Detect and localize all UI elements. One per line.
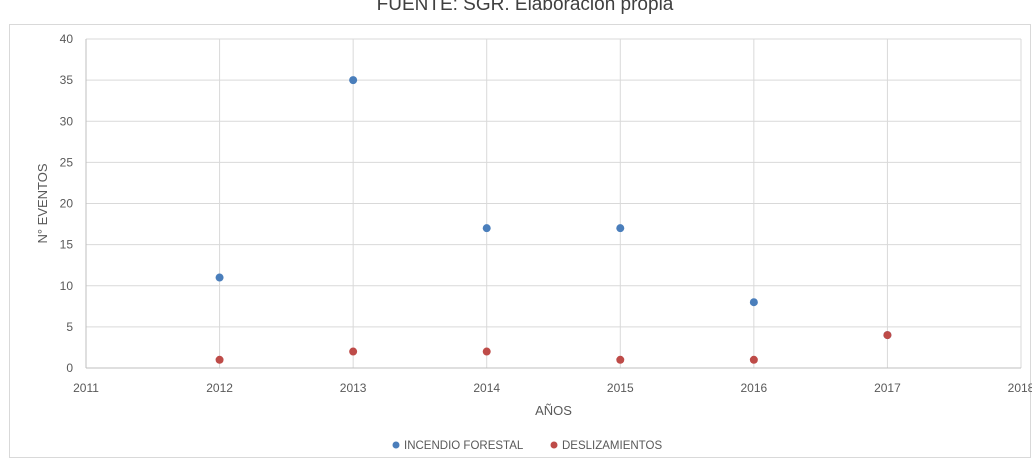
y-axis-title: N° EVENTOS — [35, 163, 50, 243]
x-tick-label: 2017 — [874, 381, 901, 395]
legend: INCENDIO FORESTAL DESLIZAMIENTOS — [392, 440, 662, 452]
tick-labels: 0 5 10 15 20 25 30 35 40 2011 2012 2013 2014 2015 2016… — [60, 32, 1032, 395]
x-axis-title: AÑOS — [535, 403, 572, 418]
y-tick-label: 30 — [60, 114, 74, 128]
data-point-deslizamientos — [482, 347, 491, 356]
x-tick-label: 2016 — [741, 381, 768, 395]
data-point-deslizamientos — [215, 355, 224, 364]
legend-label-deslizamientos: DESLIZAMIENTOS — [562, 440, 662, 452]
data-point-incendio-forestal — [616, 224, 625, 233]
data-point-incendio-forestal — [482, 224, 491, 233]
x-tick-label: 2015 — [607, 381, 634, 395]
y-tick-label: 20 — [60, 197, 74, 211]
y-tick-label: 5 — [66, 320, 73, 334]
y-tick-label: 40 — [60, 32, 74, 46]
x-tick-label: 2011 — [73, 381, 99, 395]
axes — [85, 39, 1021, 369]
chart-frame — [9, 24, 1031, 458]
data-points — [215, 76, 892, 364]
data-point-deslizamientos — [749, 355, 758, 364]
legend-marker-deslizamientos — [550, 441, 558, 449]
y-tick-label: 35 — [60, 73, 74, 87]
x-tick-label: 2018 — [1008, 381, 1032, 395]
data-point-deslizamientos — [883, 331, 892, 340]
legend-label-incendio-forestal: INCENDIO FORESTAL — [404, 440, 524, 452]
data-point-deslizamientos — [616, 355, 625, 364]
x-tick-label: 2013 — [340, 381, 367, 395]
data-point-incendio-forestal — [349, 76, 358, 85]
data-point-incendio-forestal — [749, 298, 758, 307]
data-point-incendio-forestal — [215, 273, 224, 282]
y-tick-label: 25 — [60, 155, 74, 169]
data-point-deslizamientos — [349, 347, 358, 356]
x-tick-label: 2014 — [473, 381, 500, 395]
y-tick-label: 0 — [66, 361, 73, 375]
y-tick-label: 15 — [60, 238, 74, 252]
x-tick-label: 2012 — [206, 381, 233, 395]
legend-marker-incendio-forestal — [392, 441, 400, 449]
y-tick-label: 10 — [60, 279, 74, 293]
grid-lines — [86, 38, 1022, 368]
chart-title: FUENTE: SGR. Elaboración propia — [376, 0, 674, 15]
